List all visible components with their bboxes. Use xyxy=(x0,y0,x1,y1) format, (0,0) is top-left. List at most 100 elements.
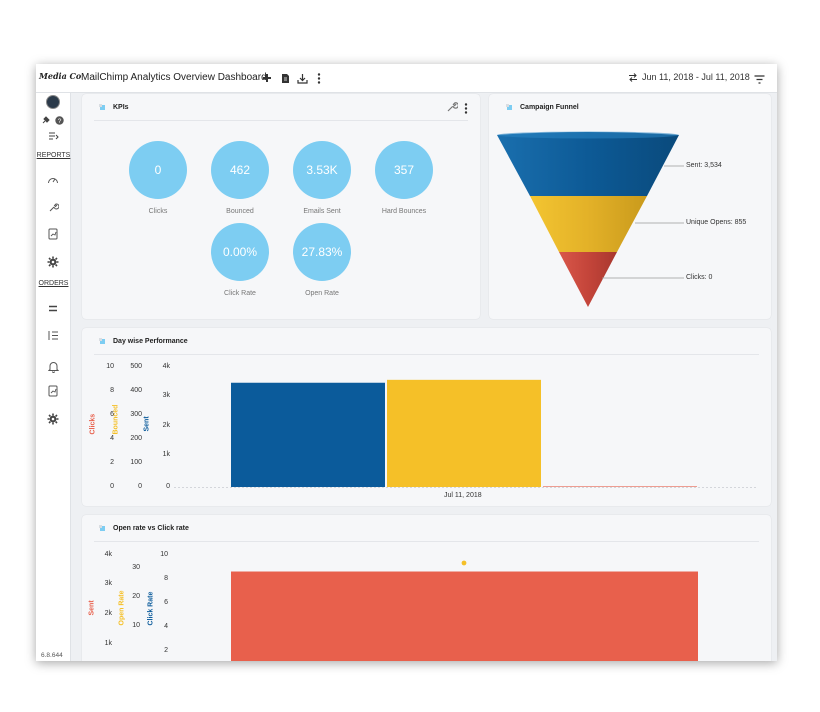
version-label: 6.8.644 xyxy=(41,652,63,659)
tick-label: 6 xyxy=(164,599,168,606)
kpi-open-rate: 27.83% Open Rate xyxy=(292,223,352,297)
list-icon[interactable] xyxy=(44,327,62,343)
tick-label: 1k xyxy=(104,640,112,647)
open-vs-click-chart xyxy=(231,560,698,661)
wrench-icon[interactable] xyxy=(44,199,62,215)
tick-label: 10 xyxy=(160,551,168,558)
equals-icon[interactable] xyxy=(44,300,62,316)
funnel-stage-sent[interactable] xyxy=(497,132,679,196)
analytics-report-icon[interactable] xyxy=(44,383,62,399)
date-range-text: Jun 11, 2018 - Jul 11, 2018 xyxy=(642,72,750,82)
bell-icon[interactable] xyxy=(44,359,62,375)
kpi-hard-bounces: 357 Hard Bounces xyxy=(374,141,434,215)
tick-label: 3k xyxy=(104,580,112,587)
sidebar-reports-label[interactable]: REPORTS xyxy=(36,152,71,159)
tick-label: 2 xyxy=(110,459,114,466)
avatar[interactable] xyxy=(46,95,60,109)
kpi-value: 3.53K xyxy=(293,141,351,199)
card-divider xyxy=(94,120,468,121)
funnel-title: Campaign Funnel xyxy=(520,104,579,111)
card-divider xyxy=(94,354,759,355)
admin-gear-icon[interactable] xyxy=(44,411,62,427)
tick-label: 3k xyxy=(162,392,170,399)
report-icon[interactable] xyxy=(44,226,62,242)
campaign-funnel-card: Campaign Funnel Sent: 3,534 Unique Opens… xyxy=(489,94,771,319)
settings-gear-icon[interactable] xyxy=(44,254,62,270)
filter-icon[interactable] xyxy=(752,71,766,87)
top-bar: Media Co MailChimp Analytics Overview Da… xyxy=(36,64,777,93)
tick-label: 2k xyxy=(162,422,170,429)
kpi-value: 27.83% xyxy=(293,223,351,281)
day-wise-performance-card: Day wise Performance Clicks Bounced Sent… xyxy=(82,328,771,506)
kpi-value: 0 xyxy=(129,141,187,199)
sidebar: ? REPORTS ORDERS xyxy=(36,93,71,661)
kpi-label: Emails Sent xyxy=(303,208,341,215)
kpi-menu-icon[interactable] xyxy=(464,101,470,114)
tick-label: 10 xyxy=(132,622,140,629)
tick-label: 4k xyxy=(104,551,112,558)
x-axis-label: Jul 11, 2018 xyxy=(444,492,482,499)
funnel-label-sent: Sent: 3,534 xyxy=(686,162,722,169)
tick-label: 300 xyxy=(130,411,142,418)
widget-icon xyxy=(99,104,105,110)
speedometer-icon[interactable] xyxy=(44,172,62,188)
kpi-label: Open Rate xyxy=(305,290,339,297)
more-options-icon[interactable] xyxy=(312,70,326,86)
bar-sent[interactable] xyxy=(231,382,385,487)
kpi-label: Bounced xyxy=(226,208,254,215)
tick-label: 500 xyxy=(130,363,142,370)
tick-label: 4 xyxy=(164,623,168,630)
dashboard-title: MailChimp Analytics Overview Dashboard xyxy=(81,72,267,83)
kpi-clicks: 0 Clicks xyxy=(128,141,188,215)
kpi-bounced: 462 Bounced xyxy=(210,141,270,215)
funnel-stage-unique-opens[interactable] xyxy=(530,196,647,252)
kpi-label: Clicks xyxy=(148,208,168,215)
tick-label: 0 xyxy=(110,483,114,490)
wrench-settings-icon[interactable] xyxy=(446,100,459,112)
open-vs-click-card: Open rate vs Click rate Sent Open Rate C… xyxy=(82,515,771,661)
app-window: Media Co MailChimp Analytics Overview Da… xyxy=(36,64,777,661)
tick-label: 20 xyxy=(132,593,140,600)
widget-icon xyxy=(99,338,105,344)
kpi-click-rate: 0.00% Click Rate xyxy=(210,223,270,297)
funnel-top-rim xyxy=(497,131,679,139)
widget-icon xyxy=(99,525,105,531)
sidebar-orders-label[interactable]: ORDERS xyxy=(38,280,69,287)
tick-label: 200 xyxy=(130,435,142,442)
kpi-value: 462 xyxy=(211,141,269,199)
tick-label: 0 xyxy=(166,483,170,490)
day-wise-title: Day wise Performance xyxy=(113,338,188,345)
funnel-label-clicks: Clicks: 0 xyxy=(686,274,713,281)
tick-label: 10 xyxy=(106,363,114,370)
tick-label: 1k xyxy=(162,451,170,458)
day-wise-chart xyxy=(174,379,756,488)
tick-label: 2 xyxy=(164,647,168,654)
download-icon[interactable] xyxy=(295,70,309,86)
svg-text:?: ? xyxy=(57,118,61,125)
add-icon[interactable] xyxy=(260,70,274,86)
help-icon[interactable]: ? xyxy=(53,112,65,128)
tick-label: 2k xyxy=(104,610,112,617)
kpi-label: Hard Bounces xyxy=(381,208,427,215)
funnel-chart xyxy=(497,131,684,307)
document-icon[interactable] xyxy=(278,70,292,86)
bar-clicks[interactable] xyxy=(543,486,697,487)
bar-bounced[interactable] xyxy=(387,379,541,487)
swap-icon xyxy=(629,72,637,82)
plug-icon[interactable] xyxy=(39,112,51,128)
point-open-rate[interactable] xyxy=(461,560,467,566)
tick-label: 30 xyxy=(132,564,140,571)
company-logo[interactable]: Media Co xyxy=(39,71,82,81)
kpis-title: KPIs xyxy=(113,104,129,111)
funnel-stage-clicks[interactable] xyxy=(559,252,617,307)
sort-icon[interactable] xyxy=(44,128,62,144)
funnel-label-unique-opens: Unique Opens: 855 xyxy=(686,219,747,226)
date-range-picker[interactable]: Jun 11, 2018 - Jul 11, 2018 xyxy=(628,72,750,82)
bar-sent[interactable] xyxy=(231,571,698,661)
widget-icon xyxy=(506,104,512,110)
open-vs-click-title: Open rate vs Click rate xyxy=(113,525,189,532)
tick-label: 6 xyxy=(110,411,114,418)
tick-label: 4k xyxy=(162,363,170,370)
card-divider xyxy=(94,541,759,542)
kpi-emails-sent: 3.53K Emails Sent xyxy=(292,141,352,215)
